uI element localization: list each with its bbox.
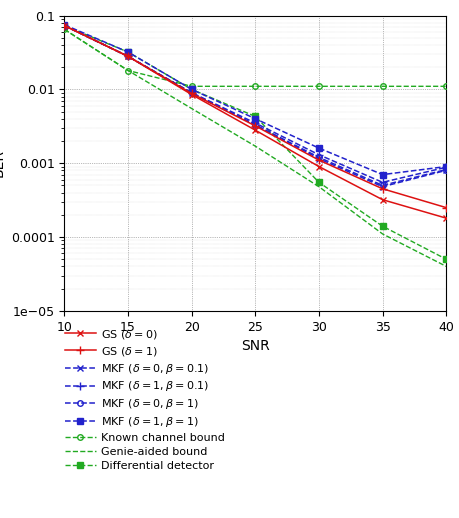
MKF ($\delta = 0, \beta = 1$): [252, 122, 257, 128]
Line: Differential detector: Differential detector: [62, 23, 448, 262]
Known channel bound: [125, 67, 130, 74]
MKF ($\delta = 1, \beta = 0.1$): [315, 152, 321, 158]
MKF ($\delta = 0, \beta = 0.1$): [442, 167, 448, 174]
MKF ($\delta = 1, \beta = 1$): [252, 116, 257, 122]
Line: MKF ($\delta = 0, \beta = 0.1$): MKF ($\delta = 0, \beta = 0.1$): [61, 22, 449, 190]
MKF ($\delta = 0, \beta = 0.1$): [189, 90, 194, 96]
GS ($\delta = 1$): [442, 205, 448, 211]
MKF ($\delta = 1, \beta = 1$): [62, 22, 67, 28]
Line: MKF ($\delta = 1, \beta = 1$): MKF ($\delta = 1, \beta = 1$): [62, 22, 448, 177]
GS ($\delta = 1$): [62, 22, 67, 28]
MKF ($\delta = 0, \beta = 1$): [189, 90, 194, 96]
Known channel bound: [379, 83, 385, 90]
Genie-aided bound: [379, 231, 385, 237]
Differential detector: [252, 113, 257, 120]
MKF ($\delta = 0, \beta = 1$): [62, 22, 67, 28]
MKF ($\delta = 0, \beta = 1$): [125, 53, 130, 60]
MKF ($\delta = 0, \beta = 1$): [315, 154, 321, 161]
MKF ($\delta = 0, \beta = 0.1$): [379, 183, 385, 190]
Differential detector: [315, 179, 321, 185]
MKF ($\delta = 0, \beta = 1$): [379, 182, 385, 189]
Known channel bound: [62, 26, 67, 33]
Genie-aided bound: [125, 67, 130, 74]
Genie-aided bound: [442, 263, 448, 269]
GS ($\delta = 0$): [252, 127, 257, 133]
Line: GS ($\delta = 0$): GS ($\delta = 0$): [61, 22, 449, 222]
GS ($\delta = 1$): [252, 123, 257, 129]
MKF ($\delta = 0, \beta = 0.1$): [252, 122, 257, 128]
Known channel bound: [189, 83, 194, 90]
GS ($\delta = 1$): [315, 157, 321, 163]
MKF ($\delta = 0, \beta = 0.1$): [315, 155, 321, 162]
MKF ($\delta = 1, \beta = 1$): [189, 86, 194, 92]
Differential detector: [442, 256, 448, 262]
Genie-aided bound: [189, 105, 194, 111]
Differential detector: [125, 49, 130, 55]
Genie-aided bound: [252, 143, 257, 149]
GS ($\delta = 0$): [379, 197, 385, 203]
MKF ($\delta = 1, \beta = 0.1$): [442, 164, 448, 170]
GS ($\delta = 1$): [379, 185, 385, 192]
MKF ($\delta = 1, \beta = 0.1$): [379, 179, 385, 185]
Differential detector: [379, 223, 385, 229]
Line: MKF ($\delta = 0, \beta = 1$): MKF ($\delta = 0, \beta = 1$): [62, 23, 448, 188]
GS ($\delta = 1$): [189, 90, 194, 96]
Y-axis label: BER: BER: [0, 149, 5, 177]
Legend: GS ($\delta = 0$), GS ($\delta = 1$), MKF ($\delta = 0, \beta = 0.1$), MKF ($\de: GS ($\delta = 0$), GS ($\delta = 1$), MK…: [63, 327, 226, 472]
Line: MKF ($\delta = 1, \beta = 0.1$): MKF ($\delta = 1, \beta = 0.1$): [60, 21, 449, 186]
Line: GS ($\delta = 1$): GS ($\delta = 1$): [60, 21, 449, 212]
GS ($\delta = 0$): [442, 215, 448, 221]
X-axis label: SNR: SNR: [241, 339, 269, 353]
GS ($\delta = 1$): [125, 53, 130, 60]
MKF ($\delta = 0, \beta = 0.1$): [125, 53, 130, 60]
Known channel bound: [252, 83, 257, 90]
Differential detector: [62, 22, 67, 28]
MKF ($\delta = 1, \beta = 1$): [442, 164, 448, 170]
Known channel bound: [442, 83, 448, 90]
GS ($\delta = 0$): [62, 22, 67, 28]
MKF ($\delta = 1, \beta = 0.1$): [189, 90, 194, 96]
GS ($\delta = 0$): [125, 53, 130, 60]
GS ($\delta = 0$): [189, 92, 194, 98]
Genie-aided bound: [315, 183, 321, 190]
Differential detector: [189, 86, 194, 92]
MKF ($\delta = 1, \beta = 1$): [315, 145, 321, 151]
MKF ($\delta = 0, \beta = 0.1$): [62, 22, 67, 28]
Line: Genie-aided bound: Genie-aided bound: [64, 30, 445, 266]
Genie-aided bound: [62, 26, 67, 33]
Known channel bound: [315, 83, 321, 90]
MKF ($\delta = 1, \beta = 1$): [379, 171, 385, 178]
MKF ($\delta = 0, \beta = 1$): [442, 166, 448, 172]
Line: Known channel bound: Known channel bound: [62, 26, 448, 89]
MKF ($\delta = 1, \beta = 0.1$): [252, 120, 257, 126]
GS ($\delta = 0$): [315, 164, 321, 170]
MKF ($\delta = 1, \beta = 0.1$): [62, 22, 67, 28]
MKF ($\delta = 1, \beta = 1$): [125, 49, 130, 55]
MKF ($\delta = 1, \beta = 0.1$): [125, 53, 130, 60]
